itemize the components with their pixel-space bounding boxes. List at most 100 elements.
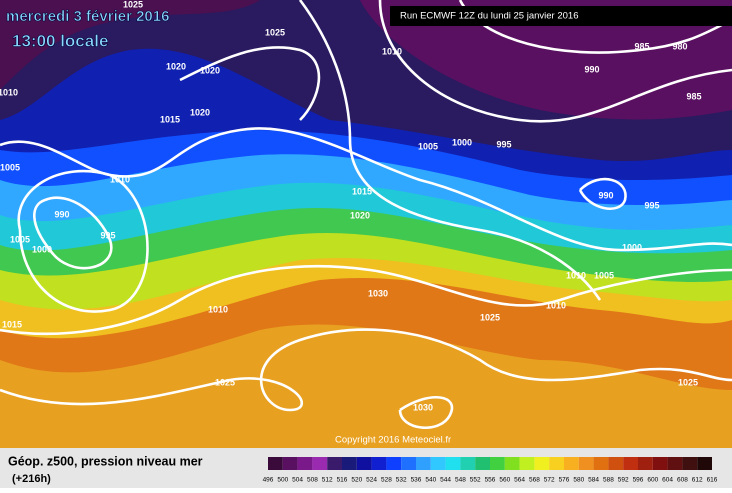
scale-swatch	[667, 457, 683, 470]
isobar-label: 1015	[352, 186, 372, 196]
isobar-label: 1020	[350, 210, 370, 220]
isobar-label: 1025	[123, 0, 143, 9]
isobar-label: 985	[686, 91, 701, 101]
scale-swatch	[623, 457, 638, 470]
scale-swatch	[312, 457, 328, 470]
isobar-label: 1030	[368, 288, 388, 298]
scale-swatch	[371, 457, 387, 470]
isobar-label: 980	[672, 41, 687, 51]
scale-swatch	[697, 457, 712, 470]
isobar-label: 985	[634, 41, 649, 51]
isobar-label: 1005	[10, 234, 30, 244]
isobar-label: 1025	[678, 377, 698, 387]
copyright: Copyright 2016 Meteociel.fr	[335, 435, 451, 446]
scale-swatch	[445, 457, 461, 470]
scale-label: 604	[662, 477, 673, 484]
scale-swatch	[682, 457, 698, 470]
isobar-label: 1010	[382, 46, 402, 56]
scale-label: 504	[292, 477, 303, 484]
scale-label: 544	[440, 477, 451, 484]
isobar-label: 1030	[413, 402, 433, 412]
scale-label: 528	[381, 477, 392, 484]
date: mercredi 3 février 2016	[6, 8, 169, 25]
scale-label: 596	[633, 477, 644, 484]
scale-swatch	[608, 457, 624, 470]
scale-swatch	[652, 457, 668, 470]
scale-swatch	[297, 457, 313, 470]
scale-label: 588	[603, 477, 614, 484]
isobar-label: 1025	[265, 27, 285, 37]
isobar-label: 1025	[215, 377, 235, 387]
scale-label: 572	[544, 477, 555, 484]
scale-swatch	[416, 457, 431, 470]
scale-label: 532	[396, 477, 407, 484]
legend-title: Géop. z500, pression niveau mer	[8, 454, 203, 468]
isobar-label: 1000	[452, 137, 472, 147]
scale-label: 576	[559, 477, 570, 484]
isobar-label: 1005	[0, 162, 20, 172]
scale-label: 616	[707, 477, 718, 484]
scale-swatch	[356, 457, 372, 470]
isobar-label: 995	[644, 200, 659, 210]
isobar-label: 1020	[166, 61, 186, 71]
scale-swatch	[342, 457, 357, 470]
isobar-label: 1010	[0, 87, 18, 97]
scale-swatch	[534, 457, 550, 470]
isobar-label: 1020	[200, 65, 220, 75]
scale-label: 580	[573, 477, 584, 484]
run-box	[390, 6, 732, 26]
isobar-label: 995	[496, 139, 511, 149]
scale-swatch	[638, 457, 653, 470]
scale-swatch	[460, 457, 476, 470]
scale-label: 512	[322, 477, 333, 484]
scale-label: 500	[277, 477, 288, 484]
isobars	[0, 0, 732, 429]
scale-swatch	[386, 457, 402, 470]
isobar-label: 1020	[190, 107, 210, 117]
run-info: Run ECMWF 12Z du lundi 25 janvier 2016	[400, 11, 578, 22]
scale-swatch	[401, 457, 416, 470]
scale-label: 564	[514, 477, 525, 484]
scale-swatch	[327, 457, 342, 470]
isobar-label: 1005	[594, 270, 614, 280]
scale-label: 520	[351, 477, 362, 484]
isobar-label: 1015	[160, 114, 180, 124]
isobar-label: 1015	[2, 319, 22, 329]
scale-swatch	[593, 457, 609, 470]
scale-label: 516	[337, 477, 348, 484]
scale-label: 496	[263, 477, 274, 484]
isobar-label: 1010	[546, 300, 566, 310]
scale-swatch	[578, 457, 594, 470]
scale-label: 592	[618, 477, 629, 484]
isobar-label: 1000	[622, 242, 642, 252]
color-scale: 496 500 504 508 512 516 520 524 528 532 536 540 544 5…	[263, 457, 718, 484]
scale-swatch	[430, 457, 446, 470]
scale-label: 540	[425, 477, 436, 484]
scale-swatch	[549, 457, 564, 470]
scale-label: 612	[692, 477, 703, 484]
scale-swatch	[490, 457, 505, 470]
isobar-label: 990	[598, 190, 613, 200]
scale-label: 508	[307, 477, 318, 484]
isobar-label: 1000	[32, 244, 52, 254]
scale-swatch	[282, 457, 298, 470]
scale-swatch	[475, 457, 490, 470]
scale-label: 560	[499, 477, 510, 484]
isobar-label: 1010	[208, 304, 228, 314]
isobar-label: 1025	[480, 312, 500, 322]
isobar-label: 1005	[418, 141, 438, 151]
scale-label: 568	[529, 477, 540, 484]
scale-label: 524	[366, 477, 377, 484]
isobar-label: 1010	[110, 174, 130, 184]
scale-label: 556	[485, 477, 496, 484]
scale-swatch	[519, 457, 535, 470]
scale-swatch	[564, 457, 579, 470]
isobar-label: 1010	[566, 270, 586, 280]
isobar-label: 995	[100, 230, 115, 240]
scale-label: 548	[455, 477, 466, 484]
scale-label: 536	[411, 477, 422, 484]
scale-label: 584	[588, 477, 599, 484]
scale-label: 552	[470, 477, 481, 484]
isobar-label: 990	[584, 64, 599, 74]
